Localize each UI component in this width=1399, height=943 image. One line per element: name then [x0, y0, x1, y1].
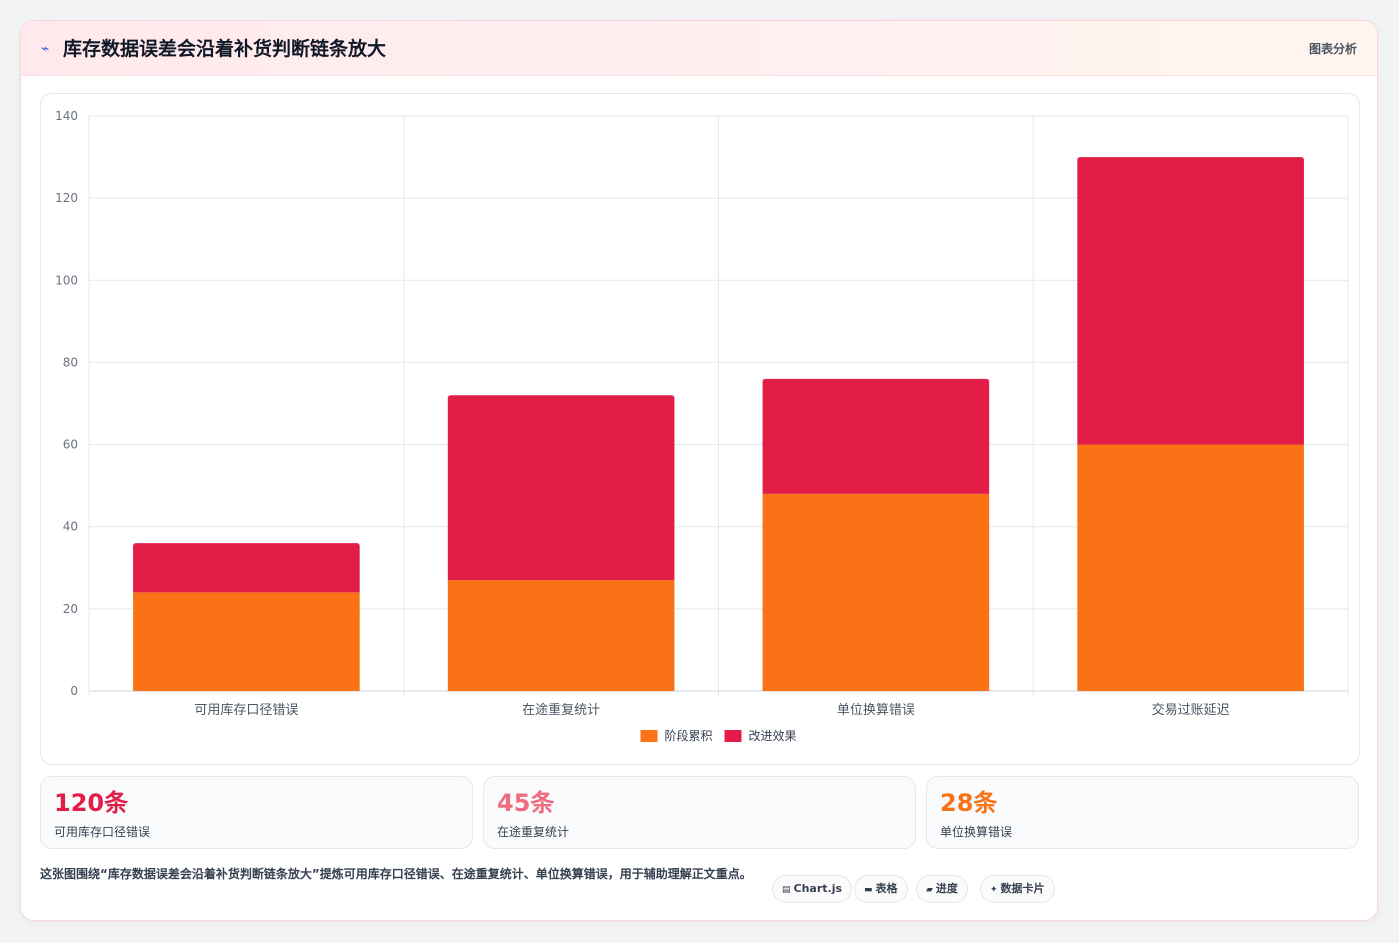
y-tick-label: 100 — [55, 273, 78, 287]
x-tick-label: 在途重复统计 — [522, 702, 600, 718]
stat-value: 28条 — [940, 789, 998, 817]
y-tick-label: 60 — [63, 438, 78, 452]
page-title: 库存数据误差会沿着补货判断链条放大 — [63, 38, 387, 60]
tag-label: 进度 — [935, 882, 958, 895]
stat-card: 28条 单位换算错误 — [926, 776, 1359, 849]
y-tick-label: 40 — [63, 520, 78, 534]
bar-segment — [447, 395, 675, 581]
bar-segment — [1077, 444, 1304, 691]
legend-label: 阶段累积 — [665, 728, 713, 743]
tag-label: 表格 — [875, 882, 898, 895]
bar-segment — [762, 378, 990, 494]
y-tick-label: 80 — [63, 355, 78, 369]
y-tick-label: 140 — [55, 109, 78, 123]
bar-segment — [1077, 157, 1304, 445]
y-tick-label: 20 — [63, 602, 78, 616]
chart-icon: ▤ — [782, 885, 791, 895]
x-tick-label: 交易过账延迟 — [1152, 702, 1230, 718]
stats-row: 120条 可用库存口径错误 45条 在途重复统计 28条 单位换算错误 — [40, 776, 1360, 849]
x-tick-label: 单位换算错误 — [837, 703, 915, 718]
bar-segment — [133, 592, 360, 691]
card-header: ⌁ 库存数据误差会沿着补货判断链条放大 图表分析 — [21, 21, 1377, 76]
y-tick-label: 0 — [70, 684, 78, 698]
y-tick-label: 120 — [55, 191, 78, 205]
legend-swatch — [640, 730, 658, 742]
sparkle-icon: ✦ — [990, 885, 998, 895]
stat-value: 45条 — [497, 789, 555, 817]
table-icon: ▬ — [864, 885, 873, 895]
tag-progress[interactable]: ▰ 进度 — [916, 875, 968, 903]
stat-card: 45条 在途重复统计 — [483, 776, 916, 849]
legend-swatch — [724, 730, 742, 742]
tag-label: Chart.js — [793, 882, 843, 895]
tag-chartjs[interactable]: ▤ Chart.js — [772, 875, 853, 903]
progress-icon: ▰ — [926, 885, 933, 895]
stat-label: 在途重复统计 — [497, 825, 570, 839]
stat-label: 单位换算错误 — [940, 825, 1013, 839]
tag-table[interactable]: ▬ 表格 — [854, 875, 908, 903]
tag-label: 数据卡片 — [1000, 882, 1045, 895]
stat-card: 120条 可用库存口径错误 — [40, 776, 473, 849]
x-tick-label: 可用库存口径错误 — [194, 702, 298, 718]
stat-value: 120条 — [54, 789, 129, 817]
legend-label: 改进效果 — [749, 728, 797, 743]
chart-description: 这张图围绕“库存数据误差会沿着补货判断链条放大”提炼可用库存口径错误、在途重复统… — [40, 867, 752, 881]
bar-segment — [447, 580, 675, 691]
stacked-bar-chart: 0 20 40 60 80 100 120 140 可用库存口径错误 在途重复统计 单位换算错误 交易… — [55, 109, 1349, 743]
bar-segment — [762, 493, 990, 691]
chart-card: ⌁ 库存数据误差会沿着补货判断链条放大 图表分析 0 20 40 60 80 100 120… — [20, 20, 1378, 921]
tag-data-cards[interactable]: ✦ 数据卡片 — [980, 875, 1055, 903]
chart-analysis-label: 图表分析 — [1308, 42, 1357, 56]
chart-container: 0 20 40 60 80 100 120 140 可用库存口径错误 在途重复统计 单位换算错误 交易… — [40, 93, 1360, 765]
trend-icon: ⌁ — [41, 41, 50, 57]
stat-label: 可用库存口径错误 — [54, 825, 151, 839]
bar-segment — [133, 543, 360, 593]
